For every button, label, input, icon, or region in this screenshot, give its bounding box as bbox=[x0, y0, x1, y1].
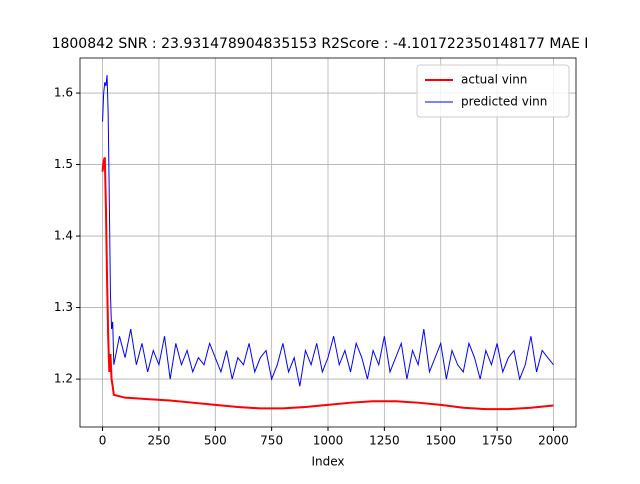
x-tick-label: 0 bbox=[99, 434, 107, 448]
x-tick-label: 1750 bbox=[482, 434, 513, 448]
legend-label: actual vinn bbox=[461, 73, 527, 87]
x-tick-label: 250 bbox=[147, 434, 170, 448]
legend: actual vinn predicted vinn bbox=[416, 64, 570, 118]
data-line bbox=[102, 75, 554, 387]
x-tick-label: 750 bbox=[260, 434, 283, 448]
y-tick-label: 1.2 bbox=[54, 372, 73, 386]
y-tick-label: 1.3 bbox=[54, 300, 73, 314]
x-tick-label: 1500 bbox=[425, 434, 456, 448]
data-line bbox=[101, 157, 554, 411]
x-tick-label: 2000 bbox=[538, 434, 569, 448]
legend-box bbox=[416, 64, 570, 118]
x-tick-label: 1250 bbox=[369, 434, 400, 448]
chart-title: 1800842 SNR : 23.931478904835153 R2Score… bbox=[52, 36, 589, 52]
legend-label: predicted vinn bbox=[461, 95, 547, 109]
y-tick-label: 1.6 bbox=[54, 86, 73, 100]
x-axis-label: Index bbox=[311, 455, 344, 469]
y-tick-label: 1.4 bbox=[54, 229, 73, 243]
y-tick-label: 1.5 bbox=[54, 157, 73, 171]
x-tick-label: 1000 bbox=[313, 434, 344, 448]
axes-frame bbox=[79, 57, 577, 428]
x-tick-label: 500 bbox=[204, 434, 227, 448]
